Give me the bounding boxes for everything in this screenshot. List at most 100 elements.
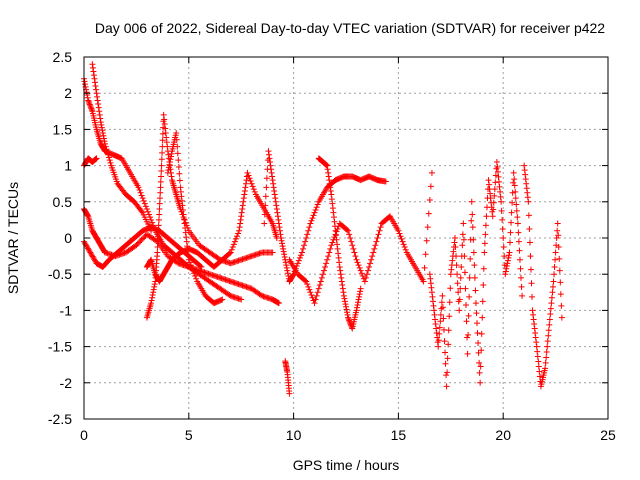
data-point — [439, 304, 446, 311]
data-point — [183, 238, 190, 245]
data-point — [471, 262, 478, 269]
data-point — [269, 249, 276, 256]
data-point — [499, 225, 506, 232]
data-point — [105, 154, 112, 161]
data-point — [143, 206, 150, 213]
data-point — [281, 251, 288, 258]
data-point — [163, 139, 170, 146]
data-point — [477, 379, 484, 386]
data-point — [544, 343, 551, 350]
data-point — [496, 178, 503, 185]
data-point — [177, 206, 184, 213]
data-point — [355, 296, 362, 303]
data-point — [450, 248, 457, 255]
data-point — [467, 255, 474, 262]
data-point — [338, 278, 345, 285]
data-point — [308, 217, 315, 224]
data-point — [312, 296, 319, 303]
grid-lines — [84, 57, 608, 419]
data-point — [318, 274, 325, 281]
data-point — [354, 259, 361, 266]
data-point — [283, 264, 290, 271]
data-point — [490, 206, 497, 213]
data-point — [508, 209, 515, 216]
data-point — [95, 101, 102, 108]
data-point — [507, 229, 514, 236]
data-point — [526, 225, 533, 232]
data-point — [333, 236, 340, 243]
data-point — [529, 307, 536, 314]
data-point — [331, 218, 338, 225]
data-point — [478, 330, 485, 337]
data-point — [353, 307, 360, 314]
data-point — [447, 285, 454, 292]
data-point — [355, 299, 362, 306]
data-point — [179, 202, 186, 209]
data-point — [155, 216, 162, 223]
data-point — [180, 206, 187, 213]
data-point — [345, 315, 352, 322]
data-point — [87, 102, 94, 109]
data-point — [323, 260, 330, 267]
data-point — [237, 216, 244, 223]
x-tick-label: 25 — [600, 427, 616, 443]
data-point — [135, 184, 142, 191]
data-point — [503, 263, 510, 270]
data-point — [509, 189, 516, 196]
data-point — [332, 227, 339, 234]
data-point — [178, 197, 185, 204]
data-point — [534, 348, 541, 355]
data-point — [552, 249, 559, 256]
data-point — [452, 244, 459, 251]
data-point — [518, 274, 525, 281]
y-tick-label: -2 — [60, 375, 73, 391]
data-point — [243, 177, 250, 184]
data-point — [175, 157, 182, 164]
data-point — [506, 249, 513, 256]
data-point — [546, 316, 553, 323]
data-point — [556, 267, 563, 274]
data-point — [182, 219, 189, 226]
data-point — [147, 214, 154, 221]
data-point — [156, 211, 163, 218]
data-point — [272, 198, 279, 205]
data-point — [521, 167, 528, 174]
data-point — [422, 251, 429, 258]
data-point — [309, 215, 316, 222]
data-point — [449, 257, 456, 264]
data-point — [173, 130, 180, 137]
data-point — [305, 283, 312, 290]
data-point — [374, 235, 381, 241]
data-point — [138, 208, 145, 215]
data-point — [349, 242, 356, 249]
data-point — [329, 200, 336, 207]
data-point — [497, 193, 504, 200]
data-point — [431, 311, 438, 318]
data-point — [481, 240, 488, 247]
data-point — [429, 293, 436, 300]
data-point — [356, 264, 363, 271]
data-point — [445, 341, 452, 348]
data-point — [235, 230, 242, 237]
data-point — [542, 359, 549, 366]
data-point — [459, 242, 466, 249]
data-point — [156, 206, 163, 213]
data-point — [357, 267, 364, 274]
data-point — [268, 169, 275, 176]
data-point — [543, 349, 550, 356]
data-point — [104, 149, 111, 156]
data-point — [428, 284, 435, 291]
data-point — [168, 150, 175, 157]
data-point — [504, 257, 511, 264]
data-point — [347, 235, 354, 241]
data-point — [556, 255, 563, 262]
data-point — [463, 318, 470, 325]
data-point — [267, 158, 274, 165]
data-point — [96, 111, 103, 118]
x-tick-label: 15 — [391, 427, 407, 443]
x-axis-label: GPS time / hours — [293, 457, 400, 473]
data-point — [376, 227, 383, 234]
data-point — [242, 184, 249, 191]
data-point — [478, 347, 485, 354]
data-point — [159, 137, 166, 144]
